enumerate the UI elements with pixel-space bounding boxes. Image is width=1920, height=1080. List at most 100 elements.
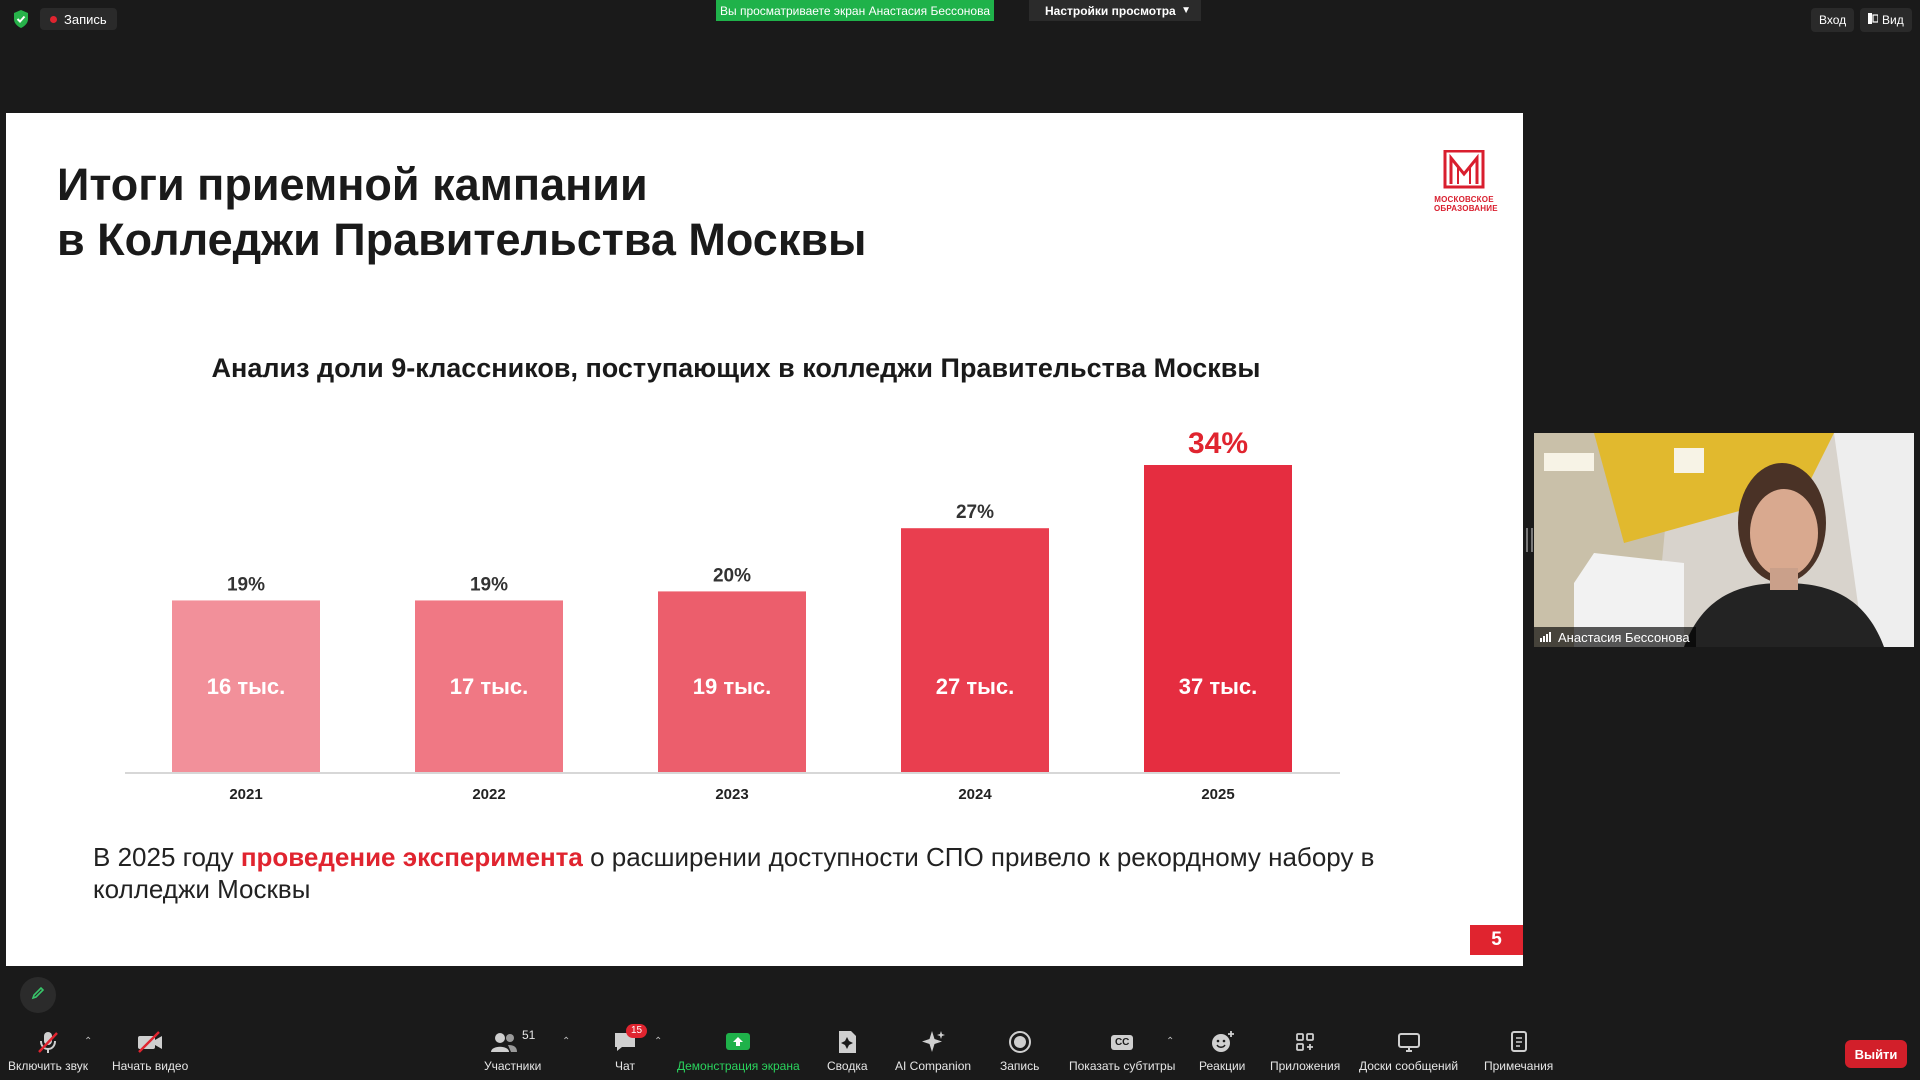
logo-text-line1: МОСКОВСКОЕ: [1434, 195, 1494, 204]
bar-value-label-2021: 19%: [227, 574, 265, 595]
shared-slide: Итоги приемной кампании в Колледжи Прави…: [6, 113, 1523, 966]
record-label: Запись: [64, 11, 107, 27]
sparkle-icon: [920, 1028, 946, 1056]
unmute-label: Включить звук: [8, 1059, 89, 1073]
logo-text-line2: ОБРАЗОВАНИЕ: [1434, 204, 1498, 213]
recording-indicator[interactable]: Запись: [40, 8, 117, 30]
whiteboard-icon: [1396, 1028, 1422, 1056]
apps-grid-icon: [1293, 1028, 1317, 1056]
view-layout-icon: [1868, 13, 1879, 27]
chat-bubble-icon: 15: [612, 1024, 648, 1056]
x-tick-label-2023: 2023: [715, 786, 748, 803]
chart-title: Анализ доли 9-классников, поступающих в …: [211, 353, 1261, 383]
annotate-button[interactable]: [20, 977, 56, 1013]
show-captions-button[interactable]: CC Показать субтитры: [1069, 1028, 1175, 1073]
bar-2022: [415, 600, 563, 772]
chat-label: Чат: [615, 1059, 635, 1073]
chat-unread-badge: 15: [626, 1024, 648, 1038]
leave-label: Выйти: [1854, 1046, 1898, 1062]
captions-options-caret[interactable]: ⌃: [1166, 1036, 1175, 1047]
signal-strength-icon: [1540, 630, 1552, 645]
microphone-muted-icon: [35, 1028, 61, 1056]
login-button[interactable]: Вход: [1811, 8, 1855, 32]
start-video-label: Начать видео: [112, 1059, 189, 1073]
view-settings-label: Настройки просмотра: [1045, 3, 1176, 18]
bar-2023: [658, 591, 806, 772]
pencil-icon: [30, 985, 46, 1006]
bar-2021: [172, 600, 320, 772]
view-label: Вид: [1882, 13, 1904, 27]
bar-chart: 19% 16 тыс. 2021 19% 17 тыс. 2022 20% 19 тыс. 20…: [125, 427, 1340, 803]
logo-mark-icon: [1443, 149, 1485, 189]
unmute-button[interactable]: Включить звук: [8, 1028, 88, 1073]
participant-video-tile[interactable]: Анастасия Бессонова: [1534, 433, 1914, 647]
reactions-button[interactable]: Реакции: [1199, 1028, 1245, 1073]
summary-label: Сводка: [827, 1059, 868, 1073]
share-screen-button[interactable]: Демонстрация экрана: [677, 1028, 800, 1073]
screen-share-banner: Вы просматриваете экран Анастасия Бессон…: [716, 0, 994, 21]
moscow-education-logo: МОСКОВСКОЕ ОБРАЗОВАНИЕ: [1434, 149, 1498, 213]
bar-2024: [901, 528, 1049, 772]
bar-value-label-2024: 27%: [956, 502, 994, 523]
footnote-post: о расширении доступности СПО привело к р…: [93, 842, 1375, 904]
bar-inner-label-2025: 37 тыс.: [1179, 674, 1258, 699]
share-banner-text: Вы просматриваете экран Анастасия Бессон…: [719, 3, 991, 18]
slide-title-line2: в Колледжи Правительства Москвы: [57, 214, 867, 265]
leave-meeting-button[interactable]: Выйти: [1845, 1040, 1907, 1068]
footnote-pre: В 2025 году: [93, 842, 241, 872]
record-label: Запись: [1000, 1059, 1040, 1073]
view-settings-dropdown[interactable]: Настройки просмотра ▼: [1029, 0, 1201, 21]
whiteboards-button[interactable]: Доски сообщений: [1359, 1028, 1458, 1073]
view-button[interactable]: Вид: [1860, 8, 1912, 32]
whiteboards-label: Доски сообщений: [1359, 1059, 1459, 1073]
smiley-icon: [1209, 1028, 1235, 1056]
bar-value-label-2025: 34%: [1188, 427, 1248, 460]
participants-count: 51: [521, 1028, 536, 1042]
captions-icon-text: CC: [1110, 1034, 1134, 1050]
slide-title-line1: Итоги приемной кампании: [57, 159, 648, 210]
chat-button[interactable]: 15 Чат: [612, 1024, 648, 1073]
x-tick-label-2022: 2022: [472, 786, 505, 803]
closed-captions-icon: CC: [1110, 1028, 1134, 1056]
ai-companion-button[interactable]: AI Companion: [895, 1028, 971, 1073]
slide-title: Итоги приемной кампании в Колледжи Прави…: [57, 157, 866, 267]
bar-inner-label-2021: 16 тыс.: [207, 674, 286, 699]
login-label: Вход: [1819, 13, 1847, 27]
security-shield-icon[interactable]: [10, 8, 32, 30]
summary-document-icon: [836, 1028, 858, 1056]
share-screen-icon: [725, 1028, 751, 1056]
start-video-button[interactable]: Начать видео: [112, 1028, 188, 1073]
camera-off-icon: [135, 1028, 165, 1056]
bar-value-label-2023: 20%: [713, 565, 751, 586]
participants-options-caret[interactable]: ⌃: [562, 1036, 571, 1047]
chat-options-caret[interactable]: ⌃: [654, 1036, 663, 1047]
summary-button[interactable]: Сводка: [827, 1028, 868, 1073]
x-tick-label-2021: 2021: [229, 786, 262, 803]
apps-button[interactable]: Приложения: [1270, 1028, 1340, 1073]
record-button[interactable]: Запись: [1000, 1028, 1039, 1073]
notes-button[interactable]: Примечания: [1484, 1028, 1553, 1073]
participants-button[interactable]: 51 Участники: [484, 1028, 541, 1073]
share-screen-label: Демонстрация экрана: [677, 1059, 800, 1073]
record-dot-icon: [50, 15, 57, 23]
ai-companion-label: AI Companion: [895, 1059, 972, 1073]
bar-value-label-2022: 19%: [470, 574, 508, 595]
participant-video-frame: [1534, 433, 1914, 647]
bar-inner-label-2022: 17 тыс.: [450, 674, 529, 699]
audio-options-caret[interactable]: ⌃: [84, 1036, 93, 1047]
x-tick-label-2024: 2024: [958, 786, 992, 803]
chevron-down-icon: ▼: [1181, 5, 1191, 16]
notes-label: Примечания: [1484, 1059, 1554, 1073]
bar-inner-label-2024: 27 тыс.: [936, 674, 1015, 699]
panel-resize-handle[interactable]: [1526, 528, 1533, 552]
participant-name: Анастасия Бессонова: [1558, 629, 1690, 645]
notes-icon: [1508, 1028, 1530, 1056]
slide-footnote: В 2025 году проведение эксперимента о ра…: [93, 841, 1433, 905]
participants-label: Участники: [484, 1059, 542, 1073]
x-tick-label-2025: 2025: [1201, 786, 1234, 803]
bar-inner-label-2023: 19 тыс.: [693, 674, 772, 699]
slide-page-number: 5: [1470, 925, 1523, 955]
participants-icon: 51: [490, 1028, 535, 1056]
reactions-label: Реакции: [1199, 1059, 1246, 1073]
footnote-highlight: проведение эксперимента: [240, 842, 583, 872]
